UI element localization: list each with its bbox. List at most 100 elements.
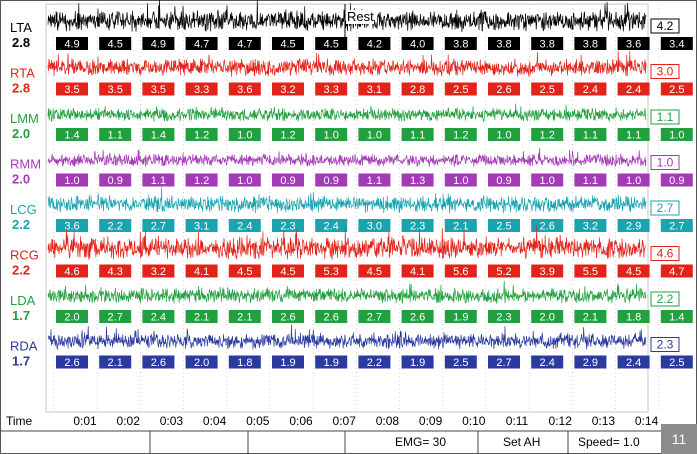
value-label: 2.1 (237, 312, 252, 324)
value-box-bg (401, 37, 434, 50)
time-tick-label: 0:11 (506, 414, 529, 428)
value-box-bg (99, 82, 132, 96)
value-box: 3.1 (358, 82, 391, 96)
value-box: 2.3 (401, 219, 434, 233)
value-label: 2.2 (108, 221, 123, 233)
value-label: 4.5 (108, 39, 123, 51)
value-box: 1.8 (617, 310, 650, 324)
page-number-bg (661, 424, 697, 454)
value-box-bg (531, 128, 564, 141)
value-label: 1.1 (151, 175, 166, 187)
emg-trace (47, 51, 647, 78)
value-box: 0.9 (272, 173, 304, 187)
channel-name: RDA (10, 339, 38, 354)
value-box-bg (99, 310, 132, 323)
value-box-bg (660, 264, 693, 278)
channel-gain: 2.8 (12, 81, 30, 96)
value-box-bg (56, 355, 88, 369)
value-box: 1.0 (56, 173, 88, 187)
current-value-label: 4.6 (657, 247, 674, 261)
channel-name: RTA (10, 66, 35, 81)
time-tick-label: 0:03 (160, 414, 184, 428)
value-box: 2.6 (488, 82, 520, 96)
value-box-bg (142, 128, 175, 141)
value-box-bg (315, 219, 348, 232)
value-label: 1.1 (626, 130, 641, 142)
channel-gain: 1.7 (12, 354, 30, 369)
current-value: 4.2 (650, 18, 680, 34)
channel-name: RCG (10, 248, 39, 263)
value-box-bg (660, 219, 693, 232)
value-box-bg (99, 37, 132, 50)
time-axis: Time 0:01 0:02 0:03 0:04 0:05 0:06 0:07 0:08 0:09… (6, 414, 659, 428)
channel-gain: 2.2 (12, 217, 30, 232)
value-box: 2.5 (660, 355, 693, 369)
value-box-bg (488, 128, 520, 141)
value-box-bg (617, 355, 650, 369)
value-label: 1.4 (64, 130, 79, 142)
value-box-bg (315, 173, 348, 187)
value-box-bg (315, 355, 348, 369)
channel-name: LDA (10, 293, 36, 308)
value-box-bg (315, 264, 348, 278)
value-box: 1.0 (531, 173, 564, 187)
value-box-bg (401, 82, 434, 96)
value-box-bg (574, 82, 607, 96)
value-label: 2.6 (540, 221, 555, 233)
value-box-bg (228, 82, 261, 96)
value-box: 3.5 (142, 82, 175, 96)
value-box-bg (56, 37, 88, 50)
value-box: 1.9 (401, 355, 434, 369)
value-box: 3.6 (228, 82, 261, 96)
value-box: 3.9 (531, 264, 564, 278)
value-label: 2.1 (583, 312, 598, 324)
value-box: 4.5 (617, 264, 650, 278)
value-box: 3.3 (185, 82, 218, 96)
value-label: 3.3 (324, 84, 339, 96)
value-box-bg (617, 173, 650, 187)
value-box: 1.0 (228, 173, 261, 187)
value-box-bg (488, 173, 520, 187)
value-label: 2.6 (151, 357, 166, 369)
value-box-bg (488, 264, 520, 278)
current-value-label: 2.3 (657, 338, 674, 352)
current-value-label: 1.1 (657, 110, 674, 124)
value-label: 1.8 (626, 312, 641, 324)
value-box: 2.4 (617, 355, 650, 369)
value-label: 2.6 (64, 357, 79, 369)
value-label: 2.0 (540, 312, 555, 324)
value-label: 3.8 (453, 39, 468, 51)
value-box-bg (142, 219, 175, 232)
value-box-bg (401, 264, 434, 278)
value-label: 1.0 (64, 175, 79, 187)
value-box: 2.5 (444, 355, 477, 369)
current-value-box (650, 155, 680, 170)
value-box-bg (660, 82, 693, 96)
value-label: 0.9 (496, 175, 511, 187)
value-box-bg (142, 173, 175, 187)
value-box-bg (228, 173, 261, 187)
value-box-bg (531, 82, 564, 96)
value-box-bg (56, 82, 88, 96)
value-box: 2.1 (99, 355, 132, 369)
value-box-bg (358, 310, 391, 323)
value-label: 2.5 (453, 84, 468, 96)
page-number-badge: 11 (661, 424, 697, 454)
value-box: 1.0 (228, 128, 261, 142)
value-label: 2.6 (496, 84, 511, 96)
value-box: 2.4 (142, 310, 175, 324)
value-box-bg (56, 128, 88, 141)
value-box: 3.8 (444, 37, 477, 51)
value-label: 2.7 (367, 312, 382, 324)
value-label: 1.0 (324, 130, 339, 142)
value-label: 3.8 (540, 39, 555, 51)
value-box-bg (56, 264, 88, 278)
value-label: 2.7 (108, 312, 123, 324)
time-tick-label: 0:09 (419, 414, 443, 428)
value-box-bg (185, 173, 218, 187)
channel-name: LMM (10, 111, 39, 126)
